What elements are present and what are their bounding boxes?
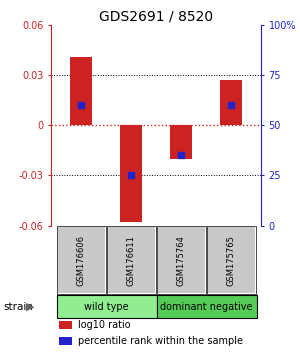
Bar [56, 227, 106, 294]
Text: GSM176606: GSM176606 [76, 235, 85, 286]
Bar [220, 80, 242, 125]
Bar [106, 227, 155, 294]
Bar [157, 227, 206, 294]
Text: GSM175764: GSM175764 [176, 235, 185, 286]
Bar [206, 227, 256, 294]
Text: dominant negative: dominant negative [160, 302, 253, 312]
Bar [56, 227, 106, 294]
Title: GDS2691 / 8520: GDS2691 / 8520 [99, 10, 213, 24]
Bar [70, 57, 92, 125]
Bar [106, 227, 155, 294]
Text: ▶: ▶ [26, 302, 34, 312]
Bar [59, 321, 72, 329]
Bar [170, 125, 192, 159]
Text: GSM176611: GSM176611 [127, 235, 136, 286]
Bar [120, 125, 142, 222]
Text: wild type: wild type [84, 302, 129, 312]
Bar [206, 227, 256, 294]
Bar [56, 295, 157, 318]
Bar [157, 295, 256, 318]
Text: strain: strain [3, 302, 33, 312]
Bar [157, 227, 206, 294]
Text: percentile rank within the sample: percentile rank within the sample [78, 336, 243, 346]
Text: log10 ratio: log10 ratio [78, 320, 131, 330]
Bar [59, 337, 72, 345]
Text: GSM175765: GSM175765 [226, 235, 236, 286]
